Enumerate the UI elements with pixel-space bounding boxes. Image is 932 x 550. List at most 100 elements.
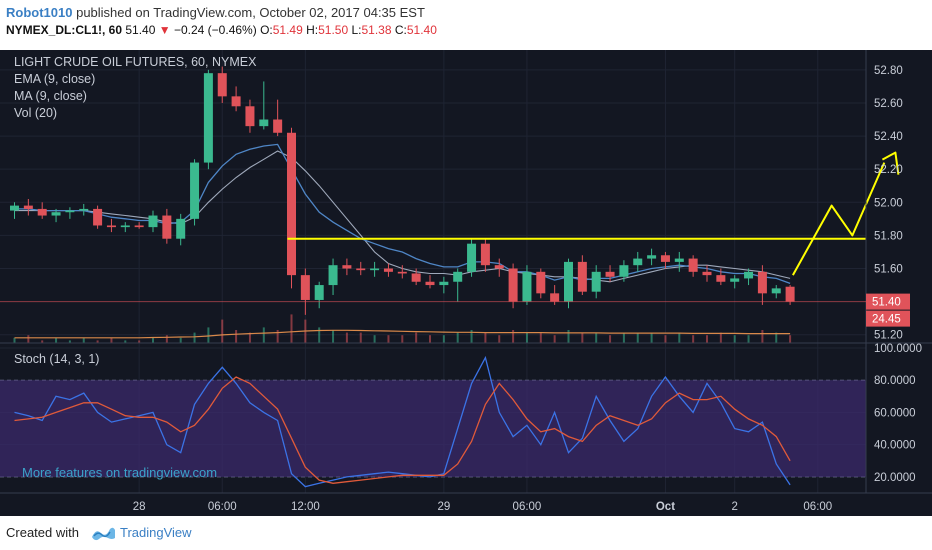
candle-body [757, 271, 767, 294]
candle [674, 251, 684, 272]
candle-body [716, 275, 726, 282]
symbol-name[interactable]: NYMEX_DL:CL1!, 60 [6, 23, 123, 37]
time-tick-label: Oct [656, 501, 675, 513]
candle-body [10, 205, 19, 211]
high-value: 51.50 [318, 23, 349, 37]
publication-line: Robot1010 published on TradingView.com, … [6, 5, 425, 20]
candle [508, 263, 518, 309]
volume-bar [525, 332, 528, 343]
candle-body [203, 73, 213, 163]
last-price: 51.40 [125, 23, 156, 37]
candle [203, 69, 213, 170]
volume-bar [82, 337, 85, 343]
candle-body [162, 215, 172, 239]
time-tick-label: 29 [437, 501, 450, 513]
open-label: O: [260, 23, 273, 37]
candle-body [383, 268, 393, 272]
volume-bar [761, 330, 764, 343]
candle-body [259, 119, 269, 127]
price-tick-label: 52.00 [874, 197, 903, 209]
candle [356, 261, 366, 276]
volume-bar [276, 330, 279, 343]
volume-bar [41, 340, 44, 343]
tradingview-logo-icon[interactable] [90, 524, 116, 542]
low-label: L: [351, 23, 362, 37]
volume-bar [706, 335, 708, 343]
candle [716, 268, 726, 286]
volume-bar [262, 327, 265, 343]
candle-body [730, 278, 740, 282]
volume-bar [747, 335, 750, 343]
candle-body [411, 273, 421, 282]
candle-body [702, 271, 712, 276]
candle-body [300, 275, 310, 300]
candle [383, 263, 393, 277]
candle-body [577, 261, 587, 292]
candle [591, 265, 601, 299]
candle-body [647, 255, 657, 259]
volume-layer [13, 314, 792, 343]
volume-bar [193, 332, 196, 343]
candle [300, 268, 310, 315]
brand-name[interactable]: TradingView [120, 525, 192, 540]
candle [425, 275, 435, 289]
candle-body [273, 119, 283, 133]
volume-bar [179, 337, 182, 343]
candles-layer [10, 66, 795, 315]
ema-legend[interactable]: EMA (9, close) [14, 72, 95, 86]
chart-canvas[interactable]: 52.80 52.60 52.40 52.20 52.00 51.80 51.60 51.20… [0, 50, 932, 516]
candle-body [439, 281, 449, 286]
watermark-text[interactable]: More features on tradingview.com [22, 465, 217, 480]
price-change: −0.24 (−0.46%) [173, 23, 257, 37]
volume-bar [359, 332, 362, 343]
volume-bar [318, 327, 321, 343]
candle [287, 127, 296, 289]
candle-body [619, 265, 629, 277]
stoch-legend[interactable]: Stoch (14, 3, 1) [14, 352, 99, 366]
candle [51, 208, 61, 223]
candle-body [660, 255, 670, 262]
volume-bar [539, 332, 542, 343]
annotation-layer[interactable] [287, 151, 900, 276]
price-tick-label: 52.80 [874, 65, 903, 77]
candle-body [23, 205, 33, 209]
volume-bar [332, 330, 335, 343]
price-tick-label: 51.80 [874, 230, 903, 242]
candle-body [453, 271, 463, 282]
volume-bar [678, 332, 681, 343]
volume-bar [27, 335, 30, 343]
stoch-d-line [14, 376, 791, 484]
ma-legend[interactable]: MA (9, close) [14, 89, 87, 103]
candle-body [536, 271, 546, 294]
volume-bar [165, 335, 168, 343]
volume-bar [789, 335, 792, 343]
volume-bar [387, 335, 390, 343]
candle [744, 268, 754, 286]
author-name[interactable]: Robot1010 [6, 5, 73, 20]
volume-legend[interactable]: Vol (20) [14, 106, 57, 120]
volume-bar [692, 335, 695, 343]
candle-body [134, 225, 144, 228]
candle [494, 258, 504, 277]
volume-bar [207, 327, 210, 343]
volume-bar [664, 335, 667, 343]
stoch-tick-label: 60.0000 [874, 407, 916, 419]
candle [453, 268, 463, 302]
candle-body [356, 268, 366, 271]
candle [411, 268, 421, 286]
volume-bar [775, 332, 778, 343]
close-label: C: [394, 23, 407, 37]
volume-bar [581, 332, 584, 343]
last-price-tag [866, 293, 910, 310]
candle [176, 213, 186, 246]
volume-bar [622, 332, 625, 343]
candle-body [480, 243, 490, 266]
volume-bar [456, 332, 459, 343]
candle-body [425, 281, 435, 286]
time-tick-label: 06:00 [803, 501, 832, 513]
time-tick-label: 2 [731, 501, 737, 513]
price-tick-label: 52.20 [874, 164, 903, 176]
chart-area[interactable]: 52.80 52.60 52.40 52.20 52.00 51.80 51.60 51.20… [0, 50, 932, 516]
ema-line [14, 143, 791, 285]
axis-layer[interactable]: 52.80 52.60 52.40 52.20 52.00 51.80 51.60 51.20… [133, 65, 922, 513]
